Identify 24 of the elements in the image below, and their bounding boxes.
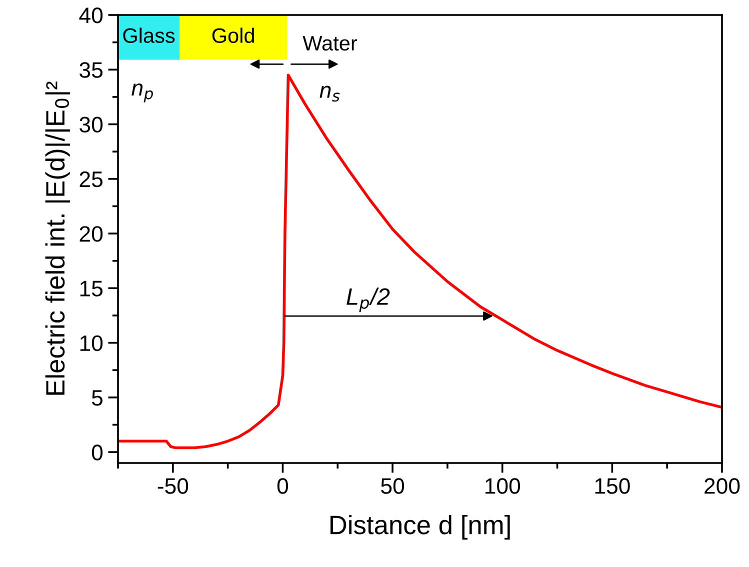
annotation: n$_{s}$: [320, 86, 340, 102]
x-tick-label: 150: [595, 478, 630, 494]
annotation: Water: [302, 36, 358, 51]
y-tick-label: 15: [80, 280, 102, 296]
y-tick-label: 25: [80, 171, 102, 188]
y-tick-label: 20: [80, 226, 103, 242]
y-axis-title: Electric field int. |E(d)|/|E$_{0}$|²: [45, 82, 70, 395]
annotation: n$_{p}$: [132, 84, 153, 102]
y-tick-label: 5: [92, 390, 102, 406]
y-tick-label: 30: [80, 116, 103, 133]
band-label: Glass: [123, 28, 175, 43]
line-series: [118, 74, 722, 450]
y-tick-label: 0: [92, 444, 103, 460]
x-tick-label: 0: [277, 478, 288, 494]
x-tick-label: -50: [158, 478, 188, 494]
x-tick-label: 50: [381, 478, 404, 494]
x-axis-title: Distance d [nm]: [330, 514, 510, 540]
x-tick-label: 200: [704, 478, 740, 494]
y-tick-label: 40: [79, 8, 103, 24]
annotation: L$_{p}$/2: [346, 288, 390, 312]
y-tick-label: 35: [80, 62, 102, 78]
y-tick-label: 10: [80, 335, 103, 352]
band-label: Gold: [212, 28, 254, 43]
x-tick-label: 100: [486, 478, 520, 494]
